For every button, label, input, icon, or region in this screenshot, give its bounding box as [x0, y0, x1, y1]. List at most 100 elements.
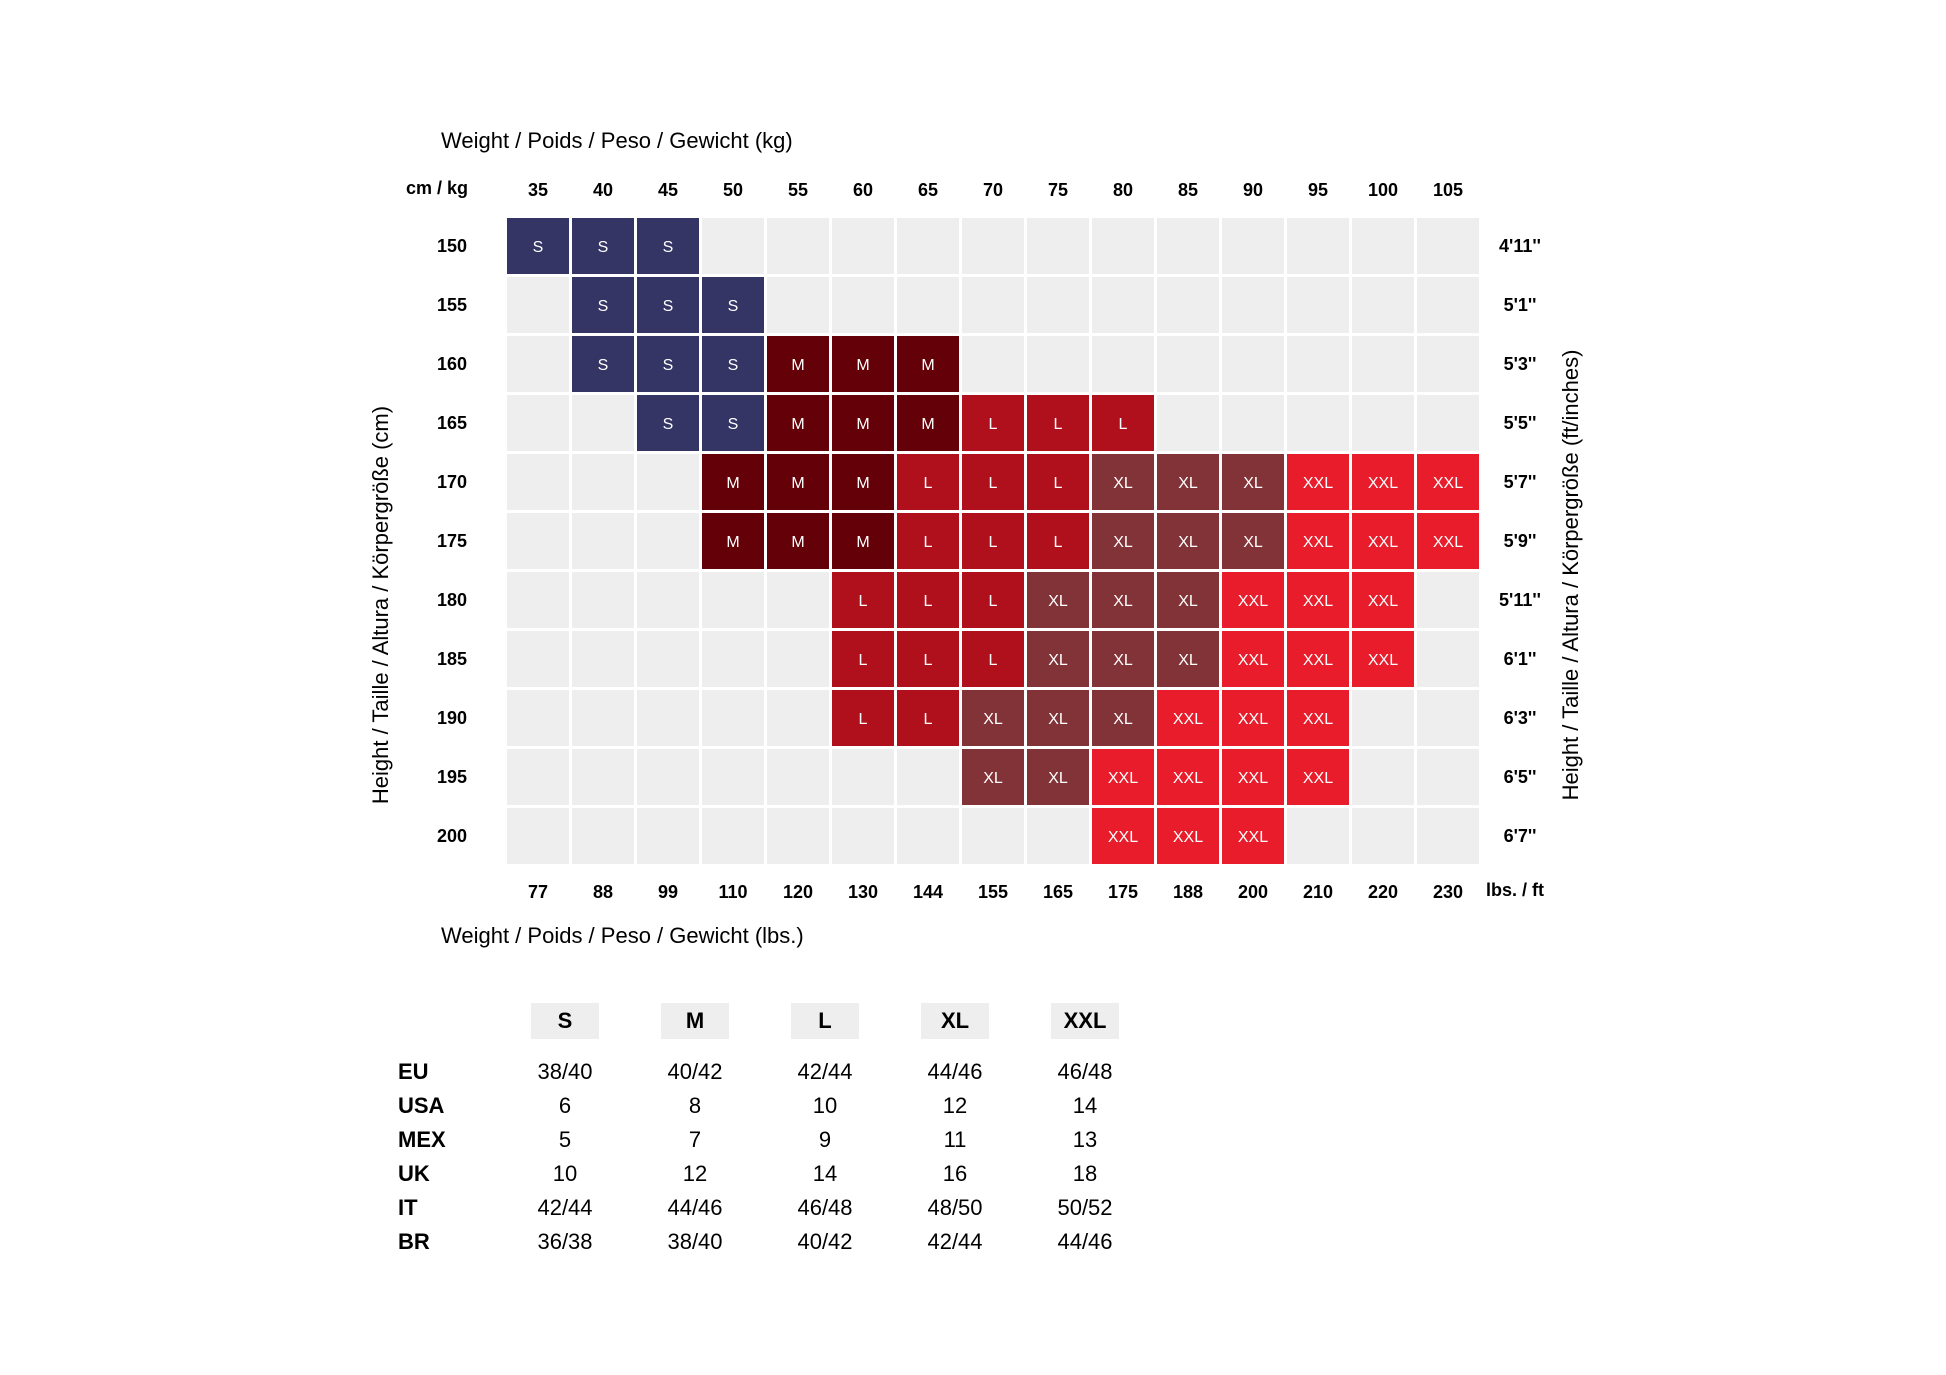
cell-size-label: XL [1178, 652, 1198, 669]
empty-cell [702, 572, 764, 628]
cell-size-label: M [921, 416, 934, 433]
cell-size-label: XXL [1368, 475, 1398, 492]
cell-size-label: L [924, 534, 933, 551]
size-cell-xxl [1352, 631, 1414, 687]
empty-cell [767, 277, 829, 333]
size-value: 48/50 [927, 1195, 983, 1220]
lbs-tick-label: 220 [1368, 882, 1398, 902]
size-cell-xl [962, 690, 1024, 746]
cell-size-label: XL [983, 711, 1003, 728]
cell-size-label: M [856, 416, 869, 433]
empty-cell [1222, 336, 1284, 392]
ft-tick-label: 4'11'' [1499, 236, 1541, 256]
cell-size-label: XXL [1368, 593, 1398, 610]
size-header-label: XXL [1051, 1003, 1119, 1039]
kg-tick-label: 40 [593, 180, 613, 200]
empty-cell [1417, 690, 1479, 746]
cell-size-label: XL [1178, 475, 1198, 492]
cell-size-label: XXL [1173, 770, 1203, 787]
cell-size-label: XL [1113, 534, 1133, 551]
empty-cell [1417, 395, 1479, 451]
size-cell-xl [1157, 454, 1219, 510]
cell-size-label: XXL [1303, 593, 1333, 610]
size-cell-xl [1027, 572, 1089, 628]
empty-cell [507, 749, 569, 805]
size-value: 7 [688, 1127, 702, 1152]
size-value: 42/44 [927, 1229, 983, 1254]
cm-tick-label: 170 [437, 472, 467, 492]
size-cell-xxl [1352, 454, 1414, 510]
kg-tick-label: 50 [723, 180, 743, 200]
cell-size-label: XL [1048, 652, 1068, 669]
cell-size-label: XL [1113, 652, 1133, 669]
empty-cell [897, 218, 959, 274]
empty-cell [1287, 395, 1349, 451]
cell-size-label: XL [1048, 593, 1068, 610]
cell-size-label: XXL [1303, 711, 1333, 728]
cell-size-label: M [856, 357, 869, 374]
size-cell-xxl [1287, 572, 1349, 628]
empty-cell [572, 513, 634, 569]
size-header-label: M [661, 1003, 729, 1039]
empty-cell [1027, 277, 1089, 333]
size-cell-xl [1157, 572, 1219, 628]
kg-tick-label: 70 [983, 180, 1003, 200]
size-header-xl: XL [890, 1003, 1020, 1055]
size-header-label: S [531, 1003, 599, 1039]
size-value: 38/40 [537, 1059, 593, 1084]
size-cell-xl [962, 749, 1024, 805]
size-cell-s [637, 218, 699, 274]
size-cell-m [702, 454, 764, 510]
cm-tick-label: 200 [437, 826, 467, 846]
empty-cell [767, 218, 829, 274]
empty-cell [1157, 277, 1219, 333]
size-cell-m [897, 336, 959, 392]
empty-cell [1222, 218, 1284, 274]
kg-tick-label: 75 [1048, 180, 1068, 200]
conversion-row-br: BR 36/38 38/40 40/42 42/44 44/46 [398, 1225, 1150, 1259]
cell-size-label: L [924, 711, 933, 728]
kg-tick-label: 60 [853, 180, 873, 200]
size-cell-xxl [1417, 454, 1479, 510]
empty-cell [1417, 572, 1479, 628]
size-cell-xxl [1222, 631, 1284, 687]
cell-size-label: L [989, 652, 998, 669]
empty-cell [637, 808, 699, 864]
cell-size-label: M [791, 357, 804, 374]
size-cell-xl [1157, 631, 1219, 687]
cm-tick-label: 180 [437, 590, 467, 610]
kg-tick-label: 105 [1433, 180, 1463, 200]
size-cell-l [897, 690, 959, 746]
ft-tick-label: 5'5'' [1504, 413, 1537, 433]
size-cell-xxl [1287, 749, 1349, 805]
size-header-label: XL [921, 1003, 989, 1039]
lbs-tick-label: 77 [528, 882, 548, 902]
empty-cell [1222, 277, 1284, 333]
size-cell-l [962, 454, 1024, 510]
weight-lbs-title: Weight / Poids / Peso / Gewicht (lbs.) [441, 923, 804, 948]
size-cell-l [832, 690, 894, 746]
size-header-l: L [760, 1003, 890, 1055]
size-cell-l [1027, 395, 1089, 451]
lbs-tick-label: 110 [718, 882, 747, 902]
empty-cell [702, 631, 764, 687]
kg-tick-label: 90 [1243, 180, 1263, 200]
cell-size-label: S [533, 239, 544, 256]
empty-cell [507, 277, 569, 333]
empty-cell [897, 277, 959, 333]
cell-size-label: L [859, 652, 868, 669]
cell-size-label: L [1054, 534, 1063, 551]
kg-tick-label: 55 [788, 180, 808, 200]
empty-cell [702, 749, 764, 805]
empty-cell [962, 277, 1024, 333]
size-cell-xxl [1287, 454, 1349, 510]
empty-cell [1092, 277, 1154, 333]
lbs-tick-label: 88 [593, 882, 613, 902]
size-cell-xl [1157, 513, 1219, 569]
lbs-tick-label: 210 [1303, 882, 1333, 902]
cell-size-label: XXL [1238, 593, 1268, 610]
empty-cell [1417, 336, 1479, 392]
size-cell-m [767, 395, 829, 451]
empty-cell [1027, 218, 1089, 274]
conversion-row-uk: UK 10 12 14 16 18 [398, 1157, 1150, 1191]
